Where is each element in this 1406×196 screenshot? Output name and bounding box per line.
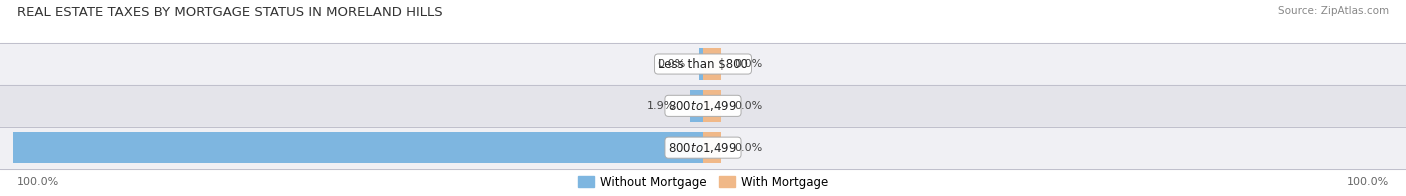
Text: 0.0%: 0.0% xyxy=(734,101,763,111)
Text: $800 to $1,499: $800 to $1,499 xyxy=(668,141,738,155)
Bar xyxy=(703,48,721,80)
Bar xyxy=(690,90,703,122)
Bar xyxy=(0,43,1406,85)
Bar xyxy=(703,132,721,163)
Text: 100.0%: 100.0% xyxy=(1347,177,1389,187)
Text: 0.0%: 0.0% xyxy=(734,143,763,153)
Text: REAL ESTATE TAXES BY MORTGAGE STATUS IN MORELAND HILLS: REAL ESTATE TAXES BY MORTGAGE STATUS IN … xyxy=(17,6,443,19)
Bar xyxy=(0,127,1406,169)
Bar xyxy=(0,85,1406,127)
Bar xyxy=(13,132,703,163)
Bar xyxy=(703,90,721,122)
Text: Source: ZipAtlas.com: Source: ZipAtlas.com xyxy=(1278,6,1389,16)
Text: 1.9%: 1.9% xyxy=(647,101,675,111)
Text: Less than $800: Less than $800 xyxy=(658,58,748,71)
Text: $800 to $1,499: $800 to $1,499 xyxy=(668,99,738,113)
Text: 0.0%: 0.0% xyxy=(657,59,686,69)
Legend: Without Mortgage, With Mortgage: Without Mortgage, With Mortgage xyxy=(574,171,832,193)
Text: 100.0%: 100.0% xyxy=(17,177,59,187)
Text: 0.0%: 0.0% xyxy=(734,59,763,69)
Bar xyxy=(700,48,703,80)
